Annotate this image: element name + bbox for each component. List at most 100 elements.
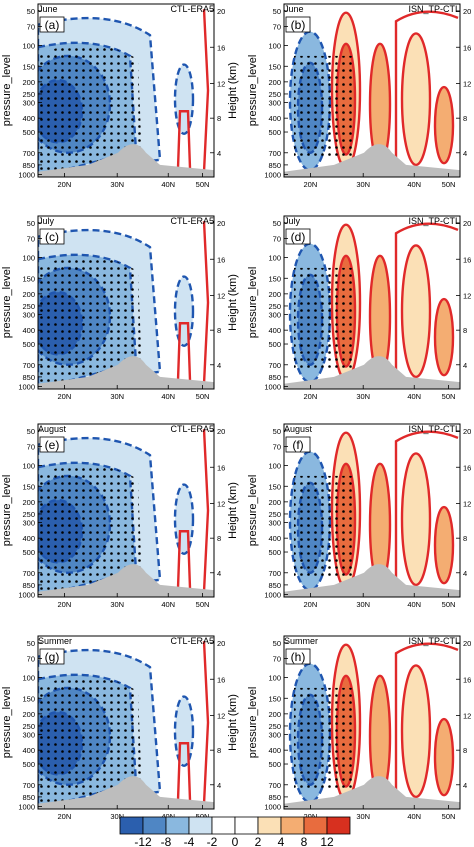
left-tick-label: 70 [273, 654, 281, 663]
panel-label: (h) [291, 650, 306, 664]
left-tick-label: 150 [268, 694, 281, 703]
left-tick-label: 70 [273, 234, 281, 243]
plot-frame [37, 423, 215, 598]
left-tick-label: 1000 [264, 170, 281, 179]
panel-label-box [39, 648, 65, 665]
left-tick-label: 1000 [18, 382, 35, 391]
x-tick-label: 50N [442, 812, 456, 821]
left-tick-label: 850 [22, 793, 35, 802]
left-tick-label: 100 [268, 462, 281, 471]
left-tick-label: 50 [27, 219, 35, 228]
contour-pos-edge [202, 429, 210, 592]
panel-label: (d) [291, 230, 306, 244]
x-tick-label: 30N [110, 180, 124, 189]
right-tick-label: 16 [463, 43, 471, 52]
significance-stipple [38, 675, 142, 809]
right-tick-label: 4 [217, 149, 221, 158]
left-tick-label: 850 [268, 581, 281, 590]
left-tick-label: 100 [22, 674, 35, 683]
plot-area [284, 216, 460, 389]
plot-area [284, 636, 460, 809]
panel-experiment: ISN_TP-CTL [408, 4, 460, 14]
x-tick-label: 20N [304, 392, 318, 401]
left-tick-label: 1000 [264, 802, 281, 811]
right-tick-label: 12 [217, 80, 225, 89]
panel-label-box [39, 436, 65, 453]
left-tick-label: 70 [27, 654, 35, 663]
x-tick-label: 20N [304, 812, 318, 821]
x-tick-label: 50N [196, 600, 210, 609]
left-tick-label: 700 [268, 149, 281, 158]
panels-layer: (a)June CTL-ERA55070100150200250300400500… [1, 3, 474, 821]
left-tick-label: 850 [22, 161, 35, 170]
plot-area [38, 424, 214, 597]
x-tick-label: 40N [161, 392, 175, 401]
left-tick-label: 150 [22, 274, 35, 283]
x-tick-label: 20N [304, 180, 318, 189]
left-tick-label: 150 [268, 62, 281, 71]
significance-stipple [294, 687, 354, 792]
plot-frame [283, 423, 461, 598]
colorbar-label: -2 [207, 835, 218, 847]
colorbar-label: -8 [161, 835, 172, 847]
colorbar-swatch [119, 816, 144, 835]
x-tick-label: 30N [356, 180, 370, 189]
terrain [38, 564, 214, 597]
left-tick-label: 300 [268, 99, 281, 108]
left-tick-label: 200 [22, 498, 35, 507]
colorbar-label: 2 [255, 835, 262, 847]
colorbar-swatch [211, 816, 236, 835]
right-tick-label: 8 [463, 326, 467, 335]
x-tick-label: 20N [58, 600, 72, 609]
panel-experiment: CTL-ERA5 [170, 636, 214, 646]
x-tick-label: 30N [110, 600, 124, 609]
panel-label-box [39, 228, 65, 245]
contour-pos [176, 530, 192, 589]
left-tick-label: 400 [268, 114, 281, 123]
left-axis-label: pressure_level [1, 267, 13, 339]
right-tick-label: 16 [217, 255, 225, 264]
terrain [284, 776, 460, 809]
right-tick-label: 20 [217, 639, 225, 648]
left-axis-label: pressure_level [1, 55, 13, 127]
left-tick-label: 250 [22, 302, 35, 311]
left-tick-label: 300 [268, 731, 281, 740]
colorbar-swatch [303, 816, 328, 835]
left-tick-label: 300 [268, 519, 281, 528]
left-tick-label: 250 [268, 722, 281, 731]
panel-experiment: CTL-ERA5 [170, 216, 214, 226]
x-tick-label: 40N [161, 812, 175, 821]
left-tick-label: 70 [273, 442, 281, 451]
significance-stipple [38, 43, 142, 177]
left-tick-label: 50 [273, 7, 281, 16]
left-tick-label: 1000 [18, 590, 35, 599]
right-tick-label: 16 [463, 255, 471, 264]
left-tick-label: 70 [273, 22, 281, 31]
x-tick-label: 50N [442, 600, 456, 609]
plot-area [38, 636, 214, 809]
x-tick-label: 50N [196, 392, 210, 401]
left-tick-label: 400 [22, 534, 35, 543]
terrain [38, 144, 214, 177]
left-tick-label: 100 [22, 254, 35, 263]
right-tick-label: 8 [463, 534, 467, 543]
left-tick-label: 500 [268, 760, 281, 769]
contour-pos-outline [394, 10, 459, 172]
panel-label-box [285, 648, 311, 665]
panel-label: (g) [45, 650, 60, 664]
colorbar-label: 8 [301, 835, 308, 847]
left-tick-label: 700 [22, 781, 35, 790]
significance-stipple [294, 475, 354, 580]
panel-month: August [38, 424, 67, 434]
panel-label-box [285, 16, 311, 33]
left-tick-label: 500 [268, 340, 281, 349]
right-tick-label: 8 [217, 114, 221, 123]
left-tick-label: 100 [22, 42, 35, 51]
right-tick-label: 8 [463, 114, 467, 123]
right-tick-label: 20 [463, 7, 471, 16]
left-tick-label: 1000 [264, 382, 281, 391]
plot-area [284, 424, 460, 597]
left-tick-label: 850 [268, 161, 281, 170]
